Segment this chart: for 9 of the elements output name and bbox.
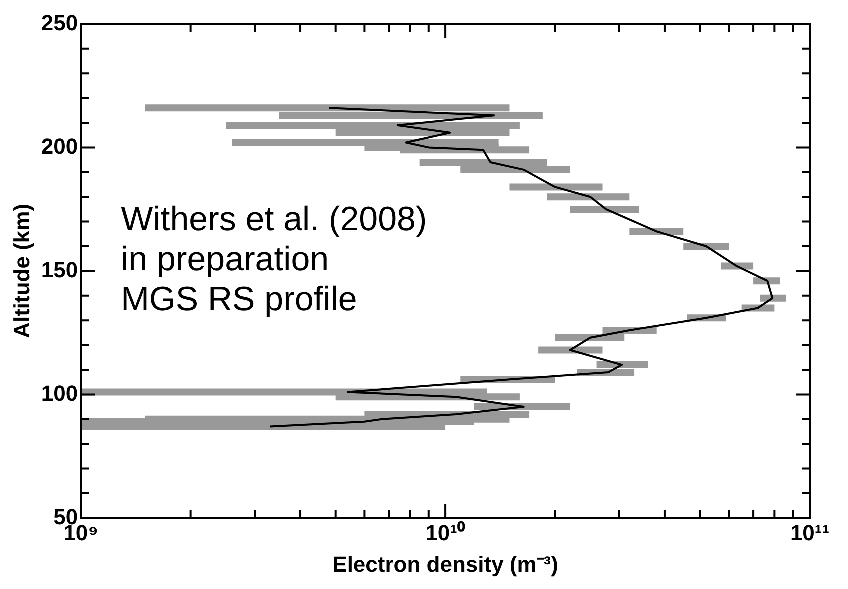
x-axis-title: Electron density (m⁻³) [332,552,558,577]
y-tick-label: 250 [41,10,78,36]
y-tick-label: 200 [41,134,78,159]
annotation: Withers et al. (2008) in preparation MGS RS profile [121,200,428,319]
y-axis-title: Altitude (km) [9,204,34,338]
x-tick-label: 10¹⁰ [426,520,466,546]
y-tick-label: 150 [41,257,78,282]
x-tick-label: 10¹¹ [790,520,830,546]
y-tick-label: 100 [41,380,78,406]
